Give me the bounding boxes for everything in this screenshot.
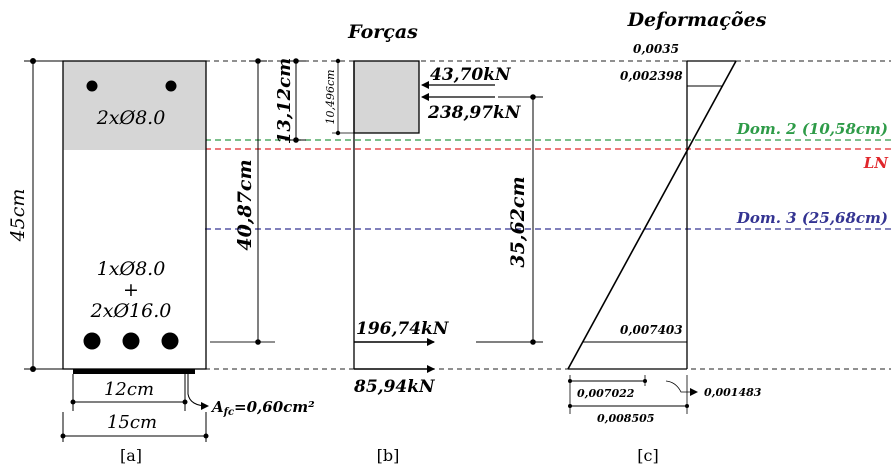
- strain-frp-a-label: 0,007022: [577, 387, 635, 400]
- dimension-dot: [293, 58, 299, 64]
- dimension-dot: [30, 366, 36, 372]
- dimension-dot: [203, 433, 209, 439]
- compression-zone: [63, 61, 206, 150]
- dom2-depth-label: 13,12cm: [274, 58, 295, 144]
- panel-label-c: [c]: [637, 446, 658, 465]
- inner-width-label: 12cm: [104, 379, 154, 400]
- strains-title: Deformações: [627, 9, 767, 31]
- block-depth-label: 10,496cm: [324, 69, 337, 124]
- dom2-label: Dom. 2 (10,58cm): [736, 120, 888, 138]
- concrete-stress-block: [353, 60, 420, 134]
- dimension-dot: [643, 379, 647, 383]
- panel-label-a: [a]: [120, 446, 142, 465]
- afc-label: Afc=0,60cm²: [210, 398, 315, 418]
- effective-depth-label: 40,87cm: [234, 159, 256, 250]
- strain-frp-b-leader: [665, 380, 698, 396]
- dom3-label: Dom. 3 (25,68cm): [736, 209, 888, 227]
- strain-frp-b-label: 0,001483: [704, 386, 762, 399]
- strain-bottom-bars-label: 0,007403: [620, 323, 683, 337]
- panel-label-b: [b]: [377, 446, 400, 465]
- bottom-bar: [122, 332, 140, 350]
- ln-label: LN: [863, 154, 890, 172]
- bottom-bars-plus: +: [123, 279, 139, 301]
- dimension-dot: [530, 339, 536, 345]
- frp-strip: [73, 369, 195, 374]
- outer-width-label: 15cm: [107, 412, 157, 433]
- top-bars-label: 2xØ8.0: [96, 107, 166, 129]
- height-label: 45cm: [7, 189, 29, 243]
- strain-top-bars-label: 0,002398: [620, 69, 683, 83]
- bottom-bar: [83, 332, 101, 350]
- dimension-dot: [30, 58, 36, 64]
- strain-frp-total-label: 0,008505: [597, 412, 654, 425]
- dimension-dot: [293, 137, 299, 143]
- dimension-dot: [70, 399, 76, 405]
- bottom-bar: [161, 332, 179, 350]
- dimension-dot: [255, 339, 261, 345]
- dimension-dot: [335, 58, 341, 64]
- force-concrete-label: 238,97kN: [427, 103, 522, 123]
- lever-arm-label: 35,62cm: [507, 176, 529, 267]
- dimension-dot: [568, 404, 572, 408]
- strain-top-label: 0,0035: [633, 42, 679, 56]
- dimension-dot: [530, 94, 536, 100]
- strain-profile-line: [567, 60, 737, 370]
- dimension-dot: [335, 130, 341, 136]
- force-top-bars-label: 43,70kN: [430, 65, 512, 85]
- top-bar: [86, 80, 98, 92]
- afc-leader: [187, 374, 209, 410]
- dimension-dot: [60, 433, 66, 439]
- dimension-dot: [182, 399, 188, 405]
- dimension-dot: [255, 58, 261, 64]
- force-frp-label: 85,94kN: [353, 377, 436, 397]
- dimension-dot: [568, 379, 572, 383]
- dimension-dot: [685, 404, 689, 408]
- top-bar: [165, 80, 177, 92]
- bottom-bars-label-2: 2xØ16.0: [90, 300, 172, 322]
- bottom-bars-label-1: 1xØ8.0: [97, 258, 166, 280]
- forces-title: Forças: [347, 21, 418, 43]
- force-bottom-bars-label: 196,74kN: [356, 319, 450, 339]
